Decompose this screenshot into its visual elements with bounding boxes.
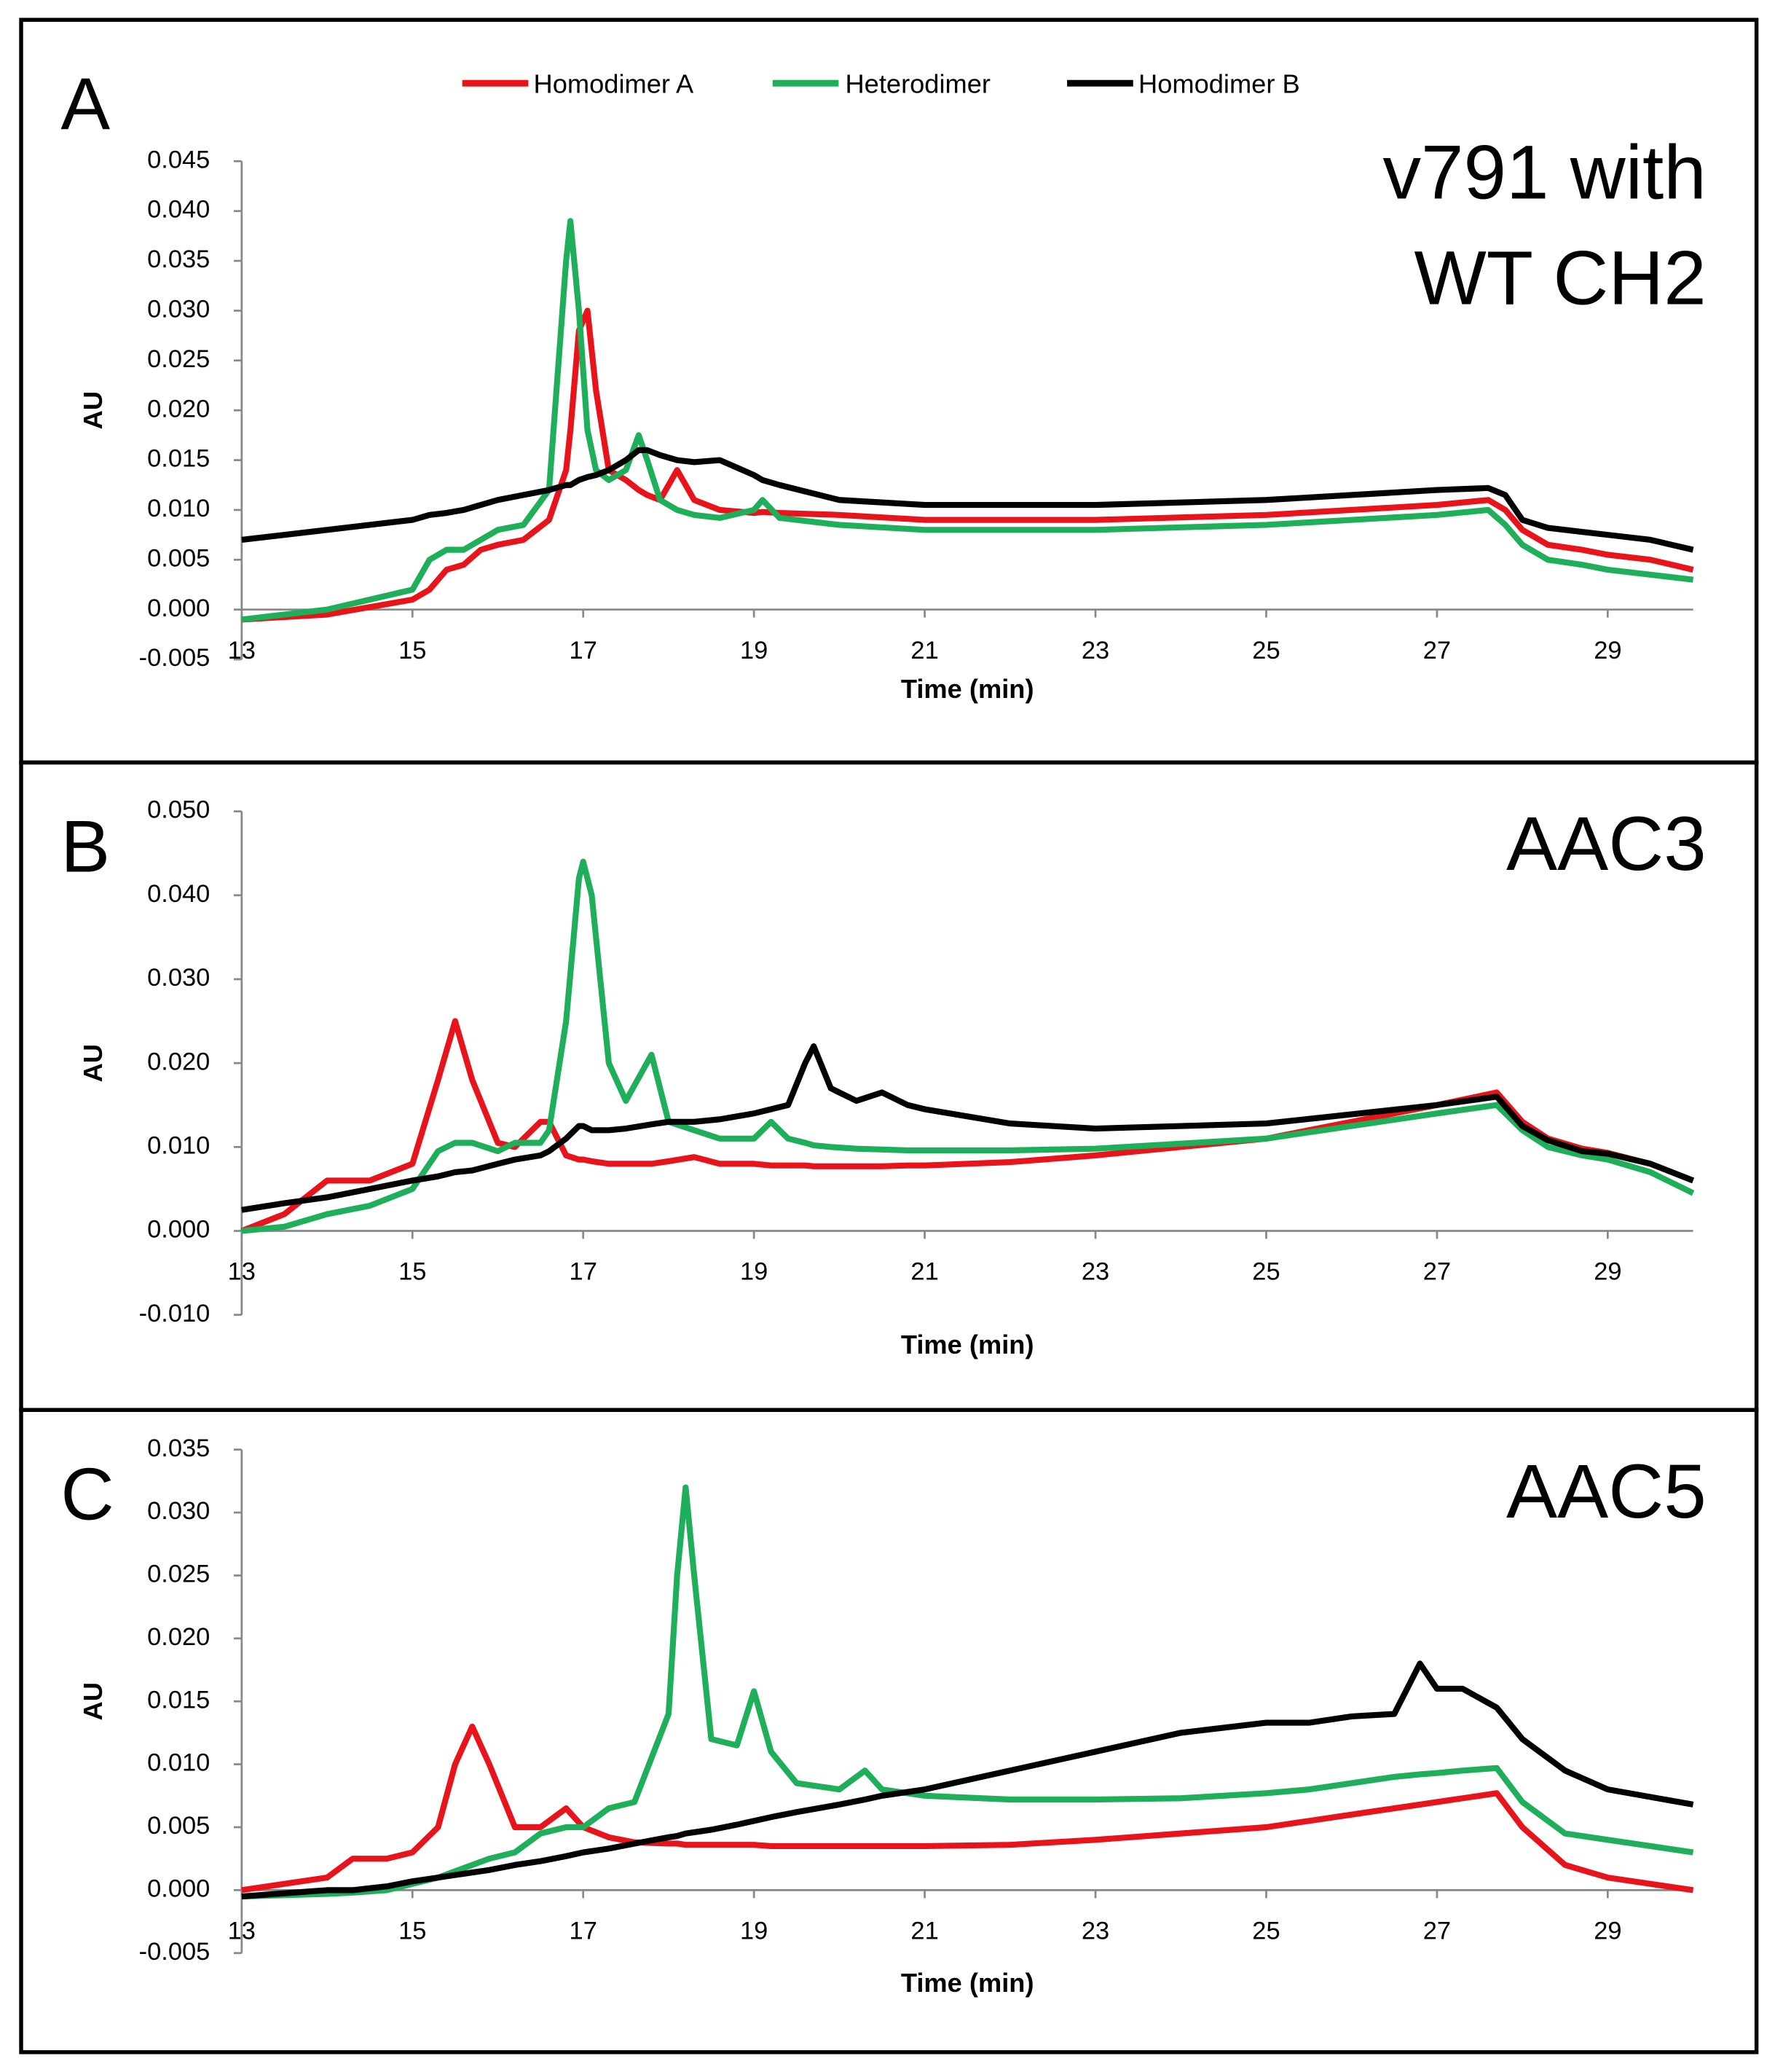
- x-tick-label: 19: [740, 637, 768, 664]
- x-tick-label: 19: [740, 1258, 768, 1286]
- y-tick-label: -0.005: [139, 1938, 210, 1966]
- y-tick-label: 0.015: [147, 1686, 210, 1714]
- y-tick-label: 0.035: [147, 246, 210, 273]
- series-line: [241, 1484, 1694, 1900]
- x-tick-label: 13: [228, 1918, 256, 1945]
- y-tick-label: 0.035: [147, 1435, 210, 1462]
- y-tick-label: 0.045: [147, 146, 210, 173]
- panel-letter: C: [60, 1452, 114, 1535]
- panel-frame: [19, 1408, 1759, 2055]
- x-tick-label: 29: [1594, 637, 1621, 664]
- legend-label: Homodimer B: [1138, 68, 1300, 98]
- x-tick-label: 19: [740, 1918, 768, 1945]
- x-tick-label: 21: [910, 1918, 938, 1945]
- x-tick-label: 29: [1594, 1258, 1621, 1286]
- series-line: [241, 447, 1694, 553]
- y-tick-label: 0.020: [147, 1048, 210, 1075]
- y-tick-label: 0.010: [147, 1131, 210, 1159]
- x-tick-label: 27: [1423, 1918, 1451, 1945]
- x-tick-label: 27: [1423, 1258, 1451, 1286]
- x-tick-label: 23: [1082, 1258, 1109, 1286]
- y-tick-label: 0.040: [147, 880, 210, 908]
- y-tick-label: -0.010: [139, 1300, 210, 1327]
- y-tick-label: 0.005: [147, 1812, 210, 1840]
- x-tick-label: 17: [570, 637, 597, 664]
- x-axis-label: Time (min): [901, 1330, 1034, 1359]
- y-tick-label: 0.000: [147, 594, 210, 622]
- y-tick-label: 0.030: [147, 296, 210, 323]
- x-tick-label: 17: [570, 1918, 597, 1945]
- y-tick-label: 0.030: [147, 964, 210, 992]
- y-tick-label: 0.020: [147, 1623, 210, 1651]
- y-tick-label: 0.010: [147, 495, 210, 522]
- y-tick-label: 0.000: [147, 1875, 210, 1902]
- x-tick-label: 25: [1252, 1918, 1280, 1945]
- x-tick-label: 13: [228, 1258, 256, 1286]
- x-axis-label: Time (min): [901, 1968, 1034, 1998]
- annotation: AAC5: [1506, 1449, 1707, 1534]
- x-tick-label: 21: [910, 1258, 938, 1286]
- x-axis-label: Time (min): [901, 674, 1034, 704]
- x-tick-label: 15: [398, 637, 426, 664]
- panel-letter: A: [60, 62, 110, 145]
- x-tick-label: 23: [1082, 637, 1109, 664]
- annotation: v791 with: [1382, 130, 1706, 216]
- x-tick-label: 15: [398, 1918, 426, 1945]
- x-tick-label: 13: [228, 637, 256, 664]
- y-tick-label: 0.005: [147, 544, 210, 572]
- x-tick-label: 25: [1252, 637, 1280, 664]
- x-tick-label: 17: [570, 1258, 597, 1286]
- x-tick-label: 15: [398, 1258, 426, 1286]
- y-tick-label: 0.010: [147, 1749, 210, 1777]
- annotation: AAC3: [1506, 801, 1707, 887]
- x-tick-label: 23: [1082, 1918, 1109, 1945]
- legend-label: Homodimer A: [534, 68, 694, 98]
- y-tick-label: -0.005: [139, 644, 210, 672]
- series-line: [241, 1660, 1694, 1900]
- series-line: [241, 218, 1694, 623]
- y-tick-label: 0.000: [147, 1216, 210, 1244]
- series-line: [241, 1043, 1695, 1213]
- x-tick-label: 25: [1252, 1258, 1280, 1286]
- series-line: [241, 1723, 1694, 1894]
- legend-label: Heterodimer: [845, 68, 991, 98]
- y-axis-label: AU: [78, 1044, 108, 1082]
- y-tick-label: 0.030: [147, 1497, 210, 1525]
- y-axis-label: AU: [78, 391, 108, 429]
- series-line: [241, 858, 1695, 1234]
- y-tick-label: 0.040: [147, 196, 210, 224]
- y-axis-label: AU: [78, 1682, 108, 1720]
- x-tick-label: 27: [1423, 637, 1451, 664]
- y-tick-label: 0.020: [147, 395, 210, 423]
- annotation: WT CH2: [1414, 236, 1707, 321]
- x-tick-label: 29: [1594, 1918, 1621, 1945]
- panel-letter: B: [60, 805, 110, 888]
- y-tick-label: 0.025: [147, 345, 210, 373]
- x-tick-label: 21: [910, 637, 938, 664]
- y-tick-label: 0.025: [147, 1561, 210, 1588]
- y-tick-label: 0.015: [147, 445, 210, 473]
- y-tick-label: 0.050: [147, 796, 210, 824]
